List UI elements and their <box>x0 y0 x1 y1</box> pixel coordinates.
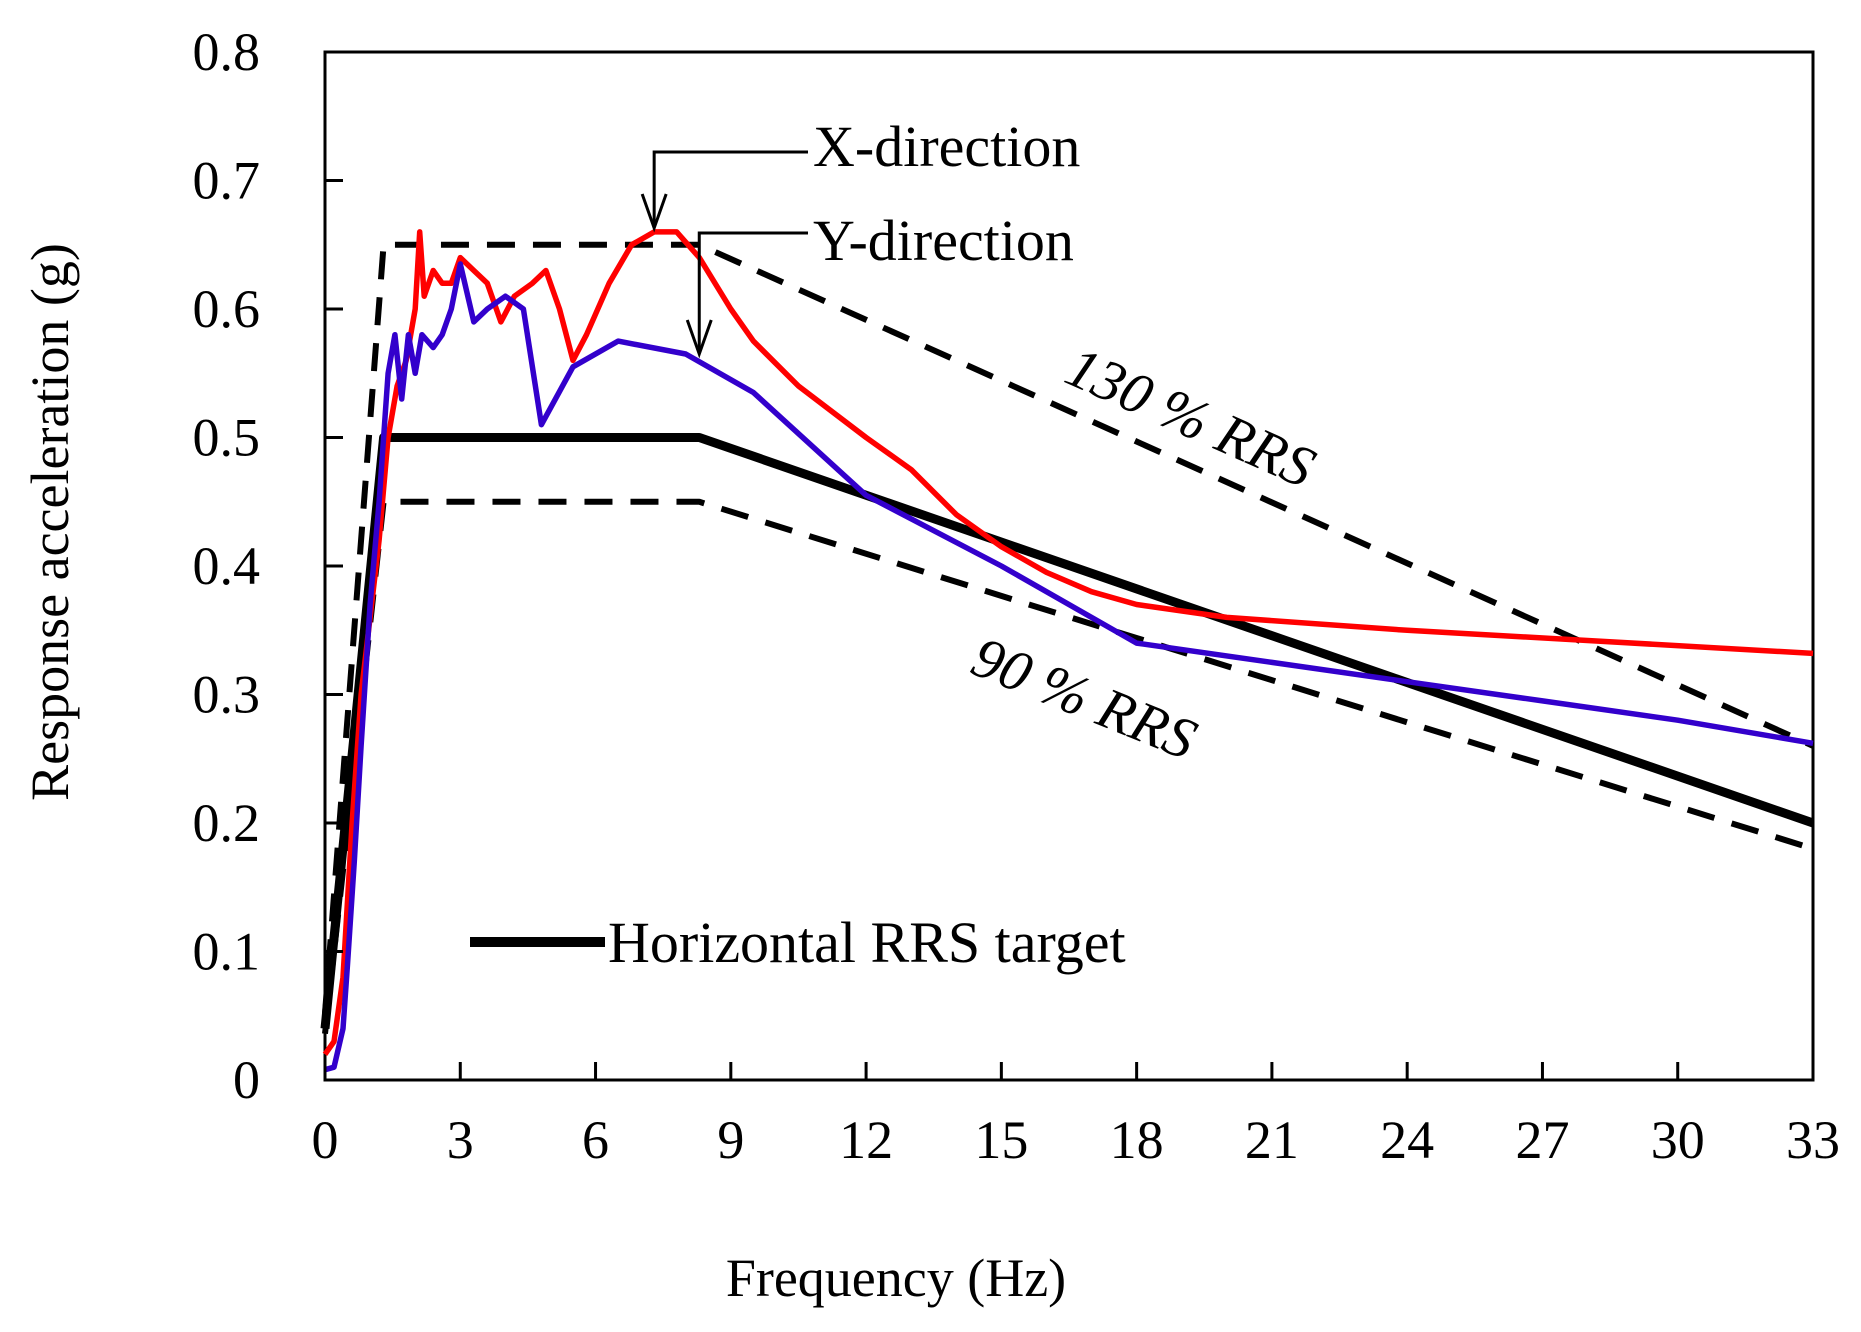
y-tick-label: 0.2 <box>193 793 261 853</box>
x-tick-label: 21 <box>1245 1110 1299 1170</box>
annotation-arrow-x-direction <box>652 150 808 225</box>
y-tick-label: 0.4 <box>193 536 261 596</box>
annotations <box>640 150 808 359</box>
y-tick-label: 0.8 <box>193 22 261 82</box>
series-line-130-pct-rrs <box>322 241 1815 1014</box>
x-tick-label: 3 <box>447 1110 474 1170</box>
y-tick-label: 0.1 <box>193 922 261 982</box>
x-tick-label: 27 <box>1515 1110 1569 1170</box>
x-tick-label: 6 <box>582 1110 609 1170</box>
x-tick-label: 33 <box>1786 1110 1840 1170</box>
y-tick-label: 0.6 <box>193 279 261 339</box>
x-tick-label: 0 <box>312 1110 339 1170</box>
annotation-y-direction: Y-direction <box>813 208 1074 273</box>
annotation-130-rrs: 130 % RRS <box>1057 333 1325 500</box>
x-tick-label: 9 <box>717 1110 744 1170</box>
legend-label-horizontal-rrs-target: Horizontal RRS target <box>608 910 1126 975</box>
x-tick-label: 12 <box>839 1110 893 1170</box>
series-line-x-direction <box>322 229 1814 1056</box>
annotation-arrow-y-direction <box>697 231 808 350</box>
annotation-x-direction: X-direction <box>813 114 1080 179</box>
axes: 0 3 6 9 12 15 18 21 24 27 30 33 0 0.1 0.2 0.3 0.4 0.5 0.6 0… <box>193 22 1841 1170</box>
x-axis-label: Frequency (Hz) <box>726 1248 1066 1308</box>
x-tick-label: 30 <box>1651 1110 1705 1170</box>
annotation-arrowhead-y-direction <box>685 319 713 359</box>
series-line-90-pct-rrs <box>322 498 1814 1035</box>
series-line-y-direction <box>324 261 1814 1073</box>
series-layer <box>320 229 1815 1073</box>
series-line-horizontal-rrs-target <box>320 433 1815 1030</box>
x-tick-label: 18 <box>1110 1110 1164 1170</box>
x-tick-label: 15 <box>974 1110 1028 1170</box>
y-tick-label: 0.3 <box>193 665 261 725</box>
y-tick-label: 0 <box>233 1050 260 1110</box>
x-tick-label: 24 <box>1380 1110 1434 1170</box>
y-tick-label: 0.7 <box>193 151 261 211</box>
y-axis-label: Response acceleration (g) <box>20 243 80 801</box>
annotation-arrowhead-x-direction <box>640 193 668 233</box>
y-tick-label: 0.5 <box>193 408 261 468</box>
